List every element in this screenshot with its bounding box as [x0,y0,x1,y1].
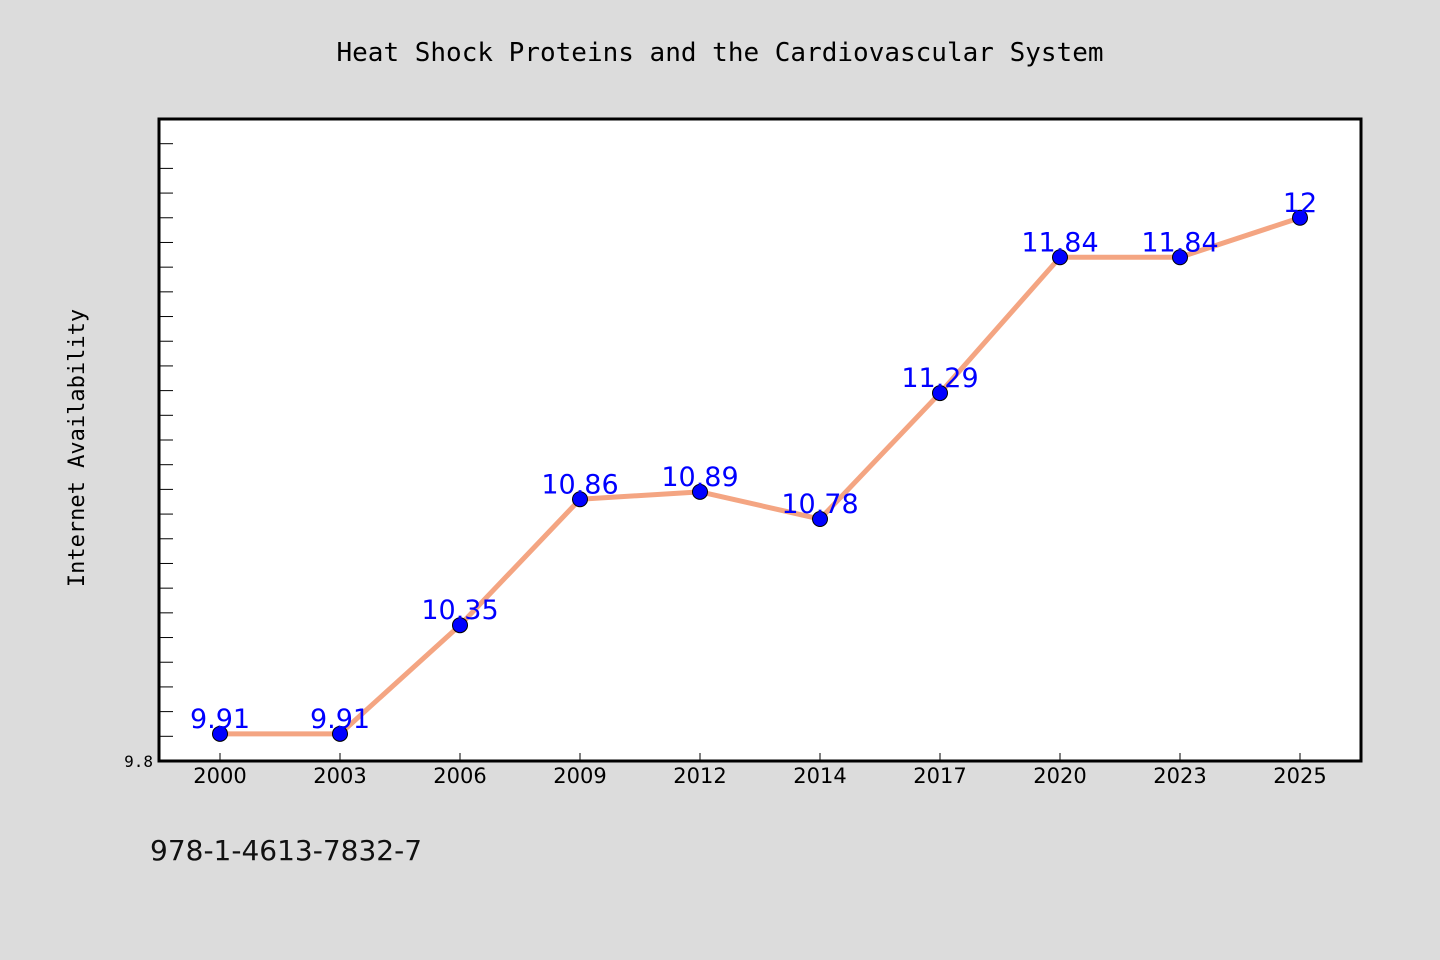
isbn-caption: 978-1-4613-7832-7 [150,834,423,867]
data-point [1052,249,1068,266]
data-label: 12 [1283,188,1317,219]
x-tick-label: 2020 [1033,764,1086,788]
x-tick-label: 2014 [793,764,846,788]
x-axis-ticks: 2000 2003 2006 2009 2012 2014 2017 2020 2023 2025 [193,753,1327,788]
x-tick-label: 2017 [913,764,966,788]
series-line [217,215,1303,737]
data-point [332,725,348,742]
data-label: 9.91 [190,704,250,735]
x-tick-label: 2023 [1153,764,1206,788]
data-point [1172,249,1188,266]
x-tick-label: 2000 [193,764,246,788]
y-axis-label: Internet Availability [65,309,90,587]
data-label: 11.84 [1141,227,1218,258]
x-tick-label: 2025 [1273,764,1326,788]
series-layer [217,215,1303,737]
x-tick-label: 2009 [553,764,606,788]
data-point [932,385,948,402]
data-label: 10.78 [781,489,858,520]
x-tick-label: 2006 [433,764,486,788]
markers [212,209,1308,742]
data-point [452,617,468,634]
x-tick-label: 2003 [313,764,366,788]
y-tick-label: 9.8 [124,752,153,771]
data-label: 11.29 [901,363,978,394]
data-point [212,725,228,742]
data-label: 11.84 [1021,227,1098,258]
data-label: 10.89 [661,462,738,493]
y-axis-ticks: 9.8 [124,118,173,771]
data-labels: 9.91 9.91 10.35 10.86 10.89 10.78 11.29 11.84 11… [190,188,1317,735]
data-point [692,483,708,500]
data-point [572,491,588,508]
data-point [812,511,828,528]
plot-area [157,117,1363,763]
data-label: 9.91 [310,704,370,735]
x-tick-label: 2012 [673,764,726,788]
data-label: 10.35 [421,595,498,626]
data-point [1292,209,1308,226]
data-label: 10.86 [541,469,618,500]
chart-title: Heat Shock Proteins and the Cardiovascul… [336,38,1103,68]
